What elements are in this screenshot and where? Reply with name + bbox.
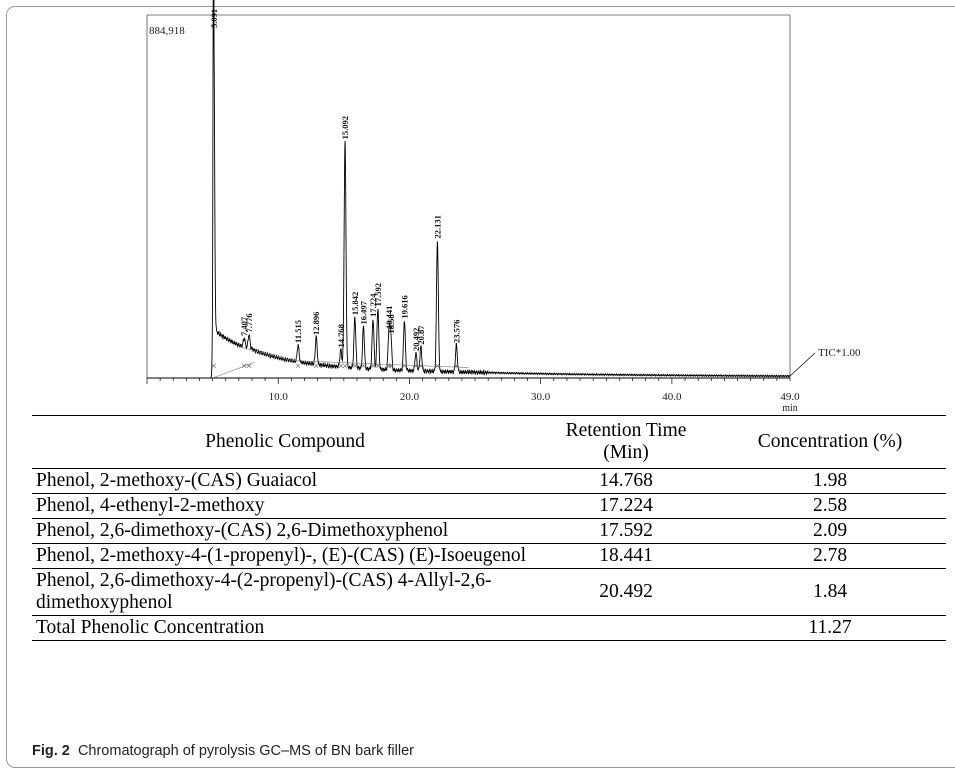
peak-rt-label: 5.091 (209, 9, 219, 28)
peak-rt-label: 20.87 (416, 325, 426, 345)
compound-cell: Phenol, 2,6-dimethoxy-4-(2-propenyl)-(CA… (32, 568, 538, 616)
retention-time-cell: 20.492 (538, 568, 714, 616)
tic-leader-line (789, 352, 816, 377)
peak-marker (241, 363, 247, 369)
phenolic-table-container: Phenolic Compound Retention Time (Min) C… (32, 415, 946, 641)
peak-marker (342, 363, 348, 369)
compound-cell: Phenol, 2-methoxy-4-(1-propenyl)-, (E)-(… (32, 543, 538, 569)
peak-marker (352, 363, 358, 369)
peak-rt-label: 18.441 (384, 306, 394, 329)
peak-rt-label: 17.224 (368, 293, 378, 317)
figure-caption: Fig. 2 Chromatograph of pyrolysis GC–MS … (32, 743, 414, 759)
x-tick-label: 20.0 (400, 391, 420, 403)
peak-marker (295, 363, 301, 369)
peak-marker (375, 363, 381, 369)
concentration-cell: 2.09 (714, 518, 946, 544)
compound-cell: Phenol, 4-ethenyl-2-methoxy (32, 493, 538, 519)
peak-rt-label: 7.776 (244, 313, 254, 332)
peak-marker (314, 363, 319, 369)
x-tick-label: 10.0 (269, 391, 289, 403)
peak-rt-label: 22.131 (432, 215, 442, 238)
peak-marker (388, 363, 394, 369)
header-phenolic-compound: Phenolic Compound (205, 431, 365, 452)
header-retention-time: Retention Time (Min) (565, 420, 687, 463)
peak-rt-label: 23.576 (451, 320, 461, 343)
x-tick-label: 40.0 (662, 391, 682, 403)
retention-time-cell: 17.592 (538, 518, 714, 544)
x-tick-label: 30.0 (531, 391, 551, 403)
table-row: Phenol, 2-methoxy-(CAS) Guaiacol 14.768 … (32, 468, 946, 494)
peak-rt-label: 17.592 (373, 283, 383, 306)
tic-label: TIC*1.00 (818, 347, 861, 359)
tic-trace (147, 0, 791, 379)
retention-time-cell: 18.441 (538, 543, 714, 569)
max-intensity-label: 884,918 (149, 25, 185, 37)
retention-time-cell: 17.224 (538, 493, 714, 519)
caption-label: Fig. 2 (32, 743, 70, 759)
peak-marker (418, 363, 424, 369)
table-header-row: Phenolic Compound Retention Time (Min) C… (32, 415, 946, 469)
peak-marker (361, 363, 366, 369)
integration-baseline (238, 346, 292, 361)
peak-marker (386, 363, 392, 369)
total-rt-cell (538, 615, 714, 641)
concentration-cell: 1.84 (714, 568, 946, 616)
integration-baseline (212, 362, 255, 379)
peak-marker (370, 363, 376, 369)
concentration-cell: 2.78 (714, 543, 946, 569)
peak-marker (211, 363, 217, 369)
peak-rt-label: 18.58 (386, 314, 396, 333)
peak-rt-label: 15.092 (340, 116, 350, 139)
caption-text: Chromatograph of pyrolysis GC–MS of BN b… (77, 743, 414, 759)
peak-rt-label: 7.407 (239, 316, 249, 336)
compound-cell: Phenol, 2-methoxy-(CAS) Guaiacol (32, 468, 538, 494)
compound-cell: Phenol, 2,6-dimethoxy-(CAS) 2,6-Dimethox… (32, 518, 538, 544)
total-concentration-cell: 11.27 (714, 615, 946, 641)
x-tick-label: 49.0 (780, 391, 800, 403)
table-total-row: Total Phenolic Concentration 11.27 (32, 615, 946, 641)
peak-marker (402, 363, 407, 369)
peak-marker (435, 363, 440, 369)
peak-marker (338, 363, 344, 369)
table-row: Phenol, 2,6-dimethoxy-(CAS) 2,6-Dimethox… (32, 518, 946, 544)
peak-rt-label: 12.896 (311, 312, 321, 335)
peak-rt-label: 11.515 (293, 320, 303, 343)
peak-rt-label: 15.842 (350, 292, 360, 315)
peak-marker (246, 363, 252, 369)
peak-rt-label: 19.616 (399, 295, 409, 318)
peak-rt-label: 14.768 (336, 324, 346, 347)
peak-marker (413, 363, 419, 369)
concentration-cell: 1.98 (714, 468, 946, 494)
table-row: Phenol, 4-ethenyl-2-methoxy 17.224 2.58 (32, 493, 946, 519)
table-row: Phenol, 2-methoxy-4-(1-propenyl)-, (E)-(… (32, 543, 946, 569)
total-label-cell: Total Phenolic Concentration (32, 615, 538, 641)
retention-time-cell: 14.768 (538, 468, 714, 494)
peak-marker (454, 363, 459, 369)
header-concentration: Concentration (%) (757, 431, 903, 452)
concentration-cell: 2.58 (714, 493, 946, 519)
table-row: Phenol, 2,6-dimethoxy-4-(2-propenyl)-(CA… (32, 568, 946, 616)
x-unit-label: min (782, 403, 798, 414)
phenolic-compound-table: Phenolic Compound Retention Time (Min) C… (32, 415, 946, 641)
peak-rt-label: 16.497 (358, 300, 368, 324)
peak-rt-label: 20.492 (411, 328, 421, 351)
